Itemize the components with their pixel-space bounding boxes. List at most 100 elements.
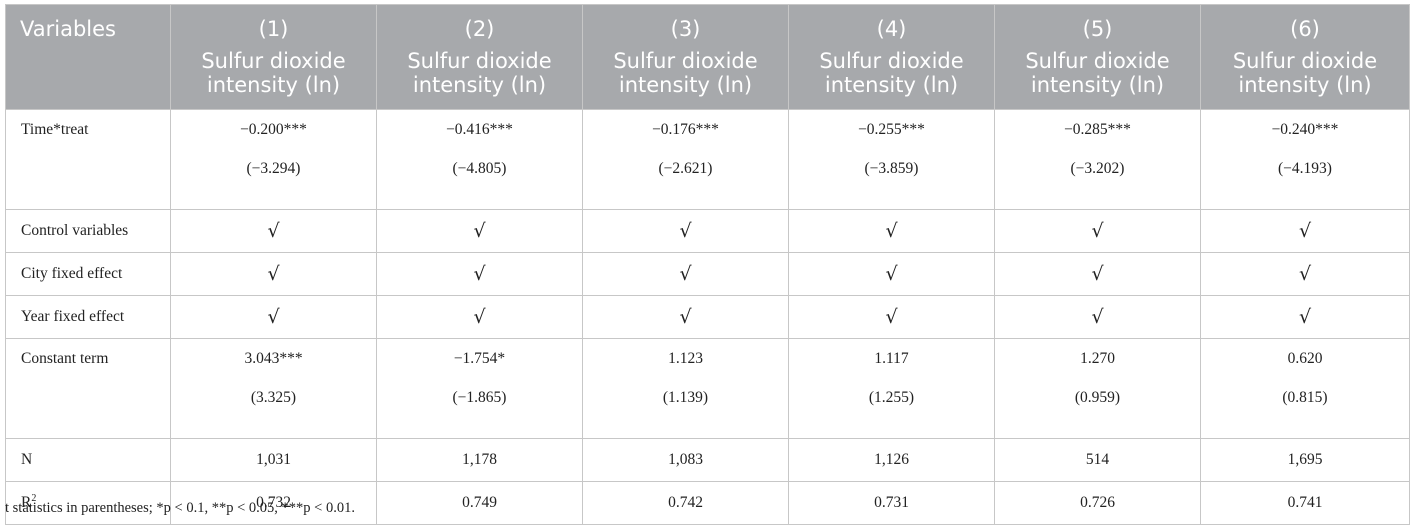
- table-row-constant-term: Constant term 3.043*** (3.325) −1.754* (−1…: [5, 338, 1410, 439]
- table-row-r-squared: R2 0.732 0.749 0.742 0.731 0.726 0.741: [5, 481, 1410, 525]
- column-header-4: (4) Sulfur dioxide intensity (ln): [788, 4, 995, 110]
- table-cell: 1,031: [170, 438, 377, 482]
- table-row-control-variables: Control variables √ √ √ √ √ √: [5, 209, 1410, 253]
- table-row-n: N 1,031 1,178 1,083 1,126 514 1,695: [5, 438, 1410, 482]
- dependent-variable-line1: Sulfur dioxide: [1232, 49, 1378, 73]
- column-header-2: (2) Sulfur dioxide intensity (ln): [376, 4, 583, 110]
- row-label-text: R: [21, 494, 32, 511]
- dependent-variable-line1: Sulfur dioxide: [613, 49, 758, 73]
- checkmark-cell: √: [788, 209, 995, 253]
- coefficient: −0.200***: [240, 121, 307, 138]
- column-header-6: (6) Sulfur dioxide intensity (ln): [1200, 4, 1410, 110]
- row-label: Time*treat: [5, 109, 171, 210]
- row-label: Control variables: [5, 209, 171, 253]
- checkmark-cell: √: [582, 295, 789, 339]
- coefficient: 3.043***: [244, 350, 303, 367]
- row-label: R2: [5, 481, 171, 525]
- t-statistic: (−4.805): [452, 160, 507, 177]
- table-cell: −0.176*** (−2.621): [582, 109, 789, 210]
- table-cell: 1.117 (1.255): [788, 338, 995, 439]
- t-statistic: (−2.621): [658, 160, 713, 177]
- dependent-variable-line2: intensity (ln): [824, 73, 959, 97]
- column-number: (6): [1290, 17, 1320, 41]
- checkmark-icon: √: [267, 306, 280, 328]
- coefficient: −0.240***: [1271, 121, 1339, 138]
- table-cell: −0.416*** (−4.805): [376, 109, 583, 210]
- checkmark-icon: √: [1091, 306, 1104, 328]
- coefficient: 1.117: [874, 350, 909, 367]
- dependent-variable-line1: Sulfur dioxide: [819, 49, 964, 73]
- column-header-5: (5) Sulfur dioxide intensity (ln): [994, 4, 1201, 110]
- dependent-variable-line2: intensity (ln): [618, 73, 753, 97]
- checkmark-cell: √: [376, 252, 583, 296]
- table-footnote: t statistics in parentheses; *p < 0.1, *…: [5, 500, 355, 516]
- table-cell: 0.749: [376, 481, 583, 525]
- table-cell: 1,083: [582, 438, 789, 482]
- checkmark-icon: √: [1091, 220, 1104, 242]
- t-statistic: (1.139): [662, 389, 709, 406]
- column-number: (4): [876, 17, 907, 41]
- checkmark-icon: √: [1298, 220, 1312, 242]
- row-label-text: Constant term: [21, 350, 109, 367]
- table-row-year-fixed-effect: Year fixed effect √ √ √ √ √ √: [5, 295, 1410, 339]
- table-cell: −0.240*** (−4.193): [1200, 109, 1410, 210]
- checkmark-icon: √: [473, 220, 486, 242]
- table-cell: 0.742: [582, 481, 789, 525]
- t-statistic: (−3.202): [1070, 160, 1125, 177]
- row-label: Constant term: [5, 338, 171, 439]
- checkmark-cell: √: [170, 295, 377, 339]
- table-cell: 1,178: [376, 438, 583, 482]
- checkmark-icon: √: [885, 263, 898, 285]
- table-cell: 0.732: [170, 481, 377, 525]
- coefficient: −0.416***: [446, 121, 513, 138]
- coefficient: −0.255***: [858, 121, 925, 138]
- checkmark-cell: √: [582, 252, 789, 296]
- dependent-variable-line1: Sulfur dioxide: [407, 49, 552, 73]
- column-header-3: (3) Sulfur dioxide intensity (ln): [582, 4, 789, 110]
- checkmark-cell: √: [376, 209, 583, 253]
- table-cell: 3.043*** (3.325): [170, 338, 377, 439]
- row-label: City fixed effect: [5, 252, 171, 296]
- checkmark-cell: √: [1200, 209, 1410, 253]
- checkmark-icon: √: [1298, 306, 1312, 328]
- checkmark-icon: √: [1091, 263, 1104, 285]
- column-header-1: (1) Sulfur dioxide intensity (ln): [170, 4, 377, 110]
- table-cell: 0.741: [1200, 481, 1410, 525]
- header-row: Variables (1) Sulfur dioxide intensity (…: [5, 4, 1410, 110]
- t-statistic: (0.815): [1282, 389, 1328, 406]
- t-statistic: (−4.193): [1278, 160, 1332, 177]
- coefficient: −0.285***: [1064, 121, 1131, 138]
- coefficient: 0.620: [1287, 350, 1323, 367]
- checkmark-icon: √: [679, 220, 692, 242]
- superscript: 2: [31, 492, 37, 504]
- table-row-time-treat: Time*treat −0.200*** (−3.294) −0.416*** (−…: [5, 109, 1410, 210]
- checkmark-icon: √: [679, 306, 692, 328]
- checkmark-cell: √: [170, 252, 377, 296]
- checkmark-icon: √: [1298, 263, 1312, 285]
- table-cell: −0.200*** (−3.294): [170, 109, 377, 210]
- table-cell: 1,126: [788, 438, 995, 482]
- checkmark-cell: √: [788, 295, 995, 339]
- table-cell: 1,695: [1200, 438, 1410, 482]
- row-label: Year fixed effect: [5, 295, 171, 339]
- checkmark-cell: √: [788, 252, 995, 296]
- dependent-variable-line1: Sulfur dioxide: [201, 49, 346, 73]
- checkmark-icon: √: [473, 263, 486, 285]
- t-statistic: (3.325): [250, 389, 297, 406]
- checkmark-icon: √: [267, 263, 280, 285]
- column-number: (5): [1082, 17, 1113, 41]
- column-number: (3): [670, 17, 701, 41]
- table-row-city-fixed-effect: City fixed effect √ √ √ √ √ √: [5, 252, 1410, 296]
- table-cell: 1.270 (0.959): [994, 338, 1201, 439]
- table-cell: 0.620 (0.815): [1200, 338, 1410, 439]
- table-cell: 514: [994, 438, 1201, 482]
- checkmark-cell: √: [994, 252, 1201, 296]
- table-cell: 0.731: [788, 481, 995, 525]
- t-statistic: (−1.865): [452, 389, 507, 406]
- row-label-text: Time*treat: [21, 121, 89, 138]
- checkmark-cell: √: [376, 295, 583, 339]
- checkmark-icon: √: [679, 263, 692, 285]
- dependent-variable-line2: intensity (ln): [206, 73, 341, 97]
- checkmark-cell: √: [170, 209, 377, 253]
- variables-header: Variables: [5, 4, 171, 110]
